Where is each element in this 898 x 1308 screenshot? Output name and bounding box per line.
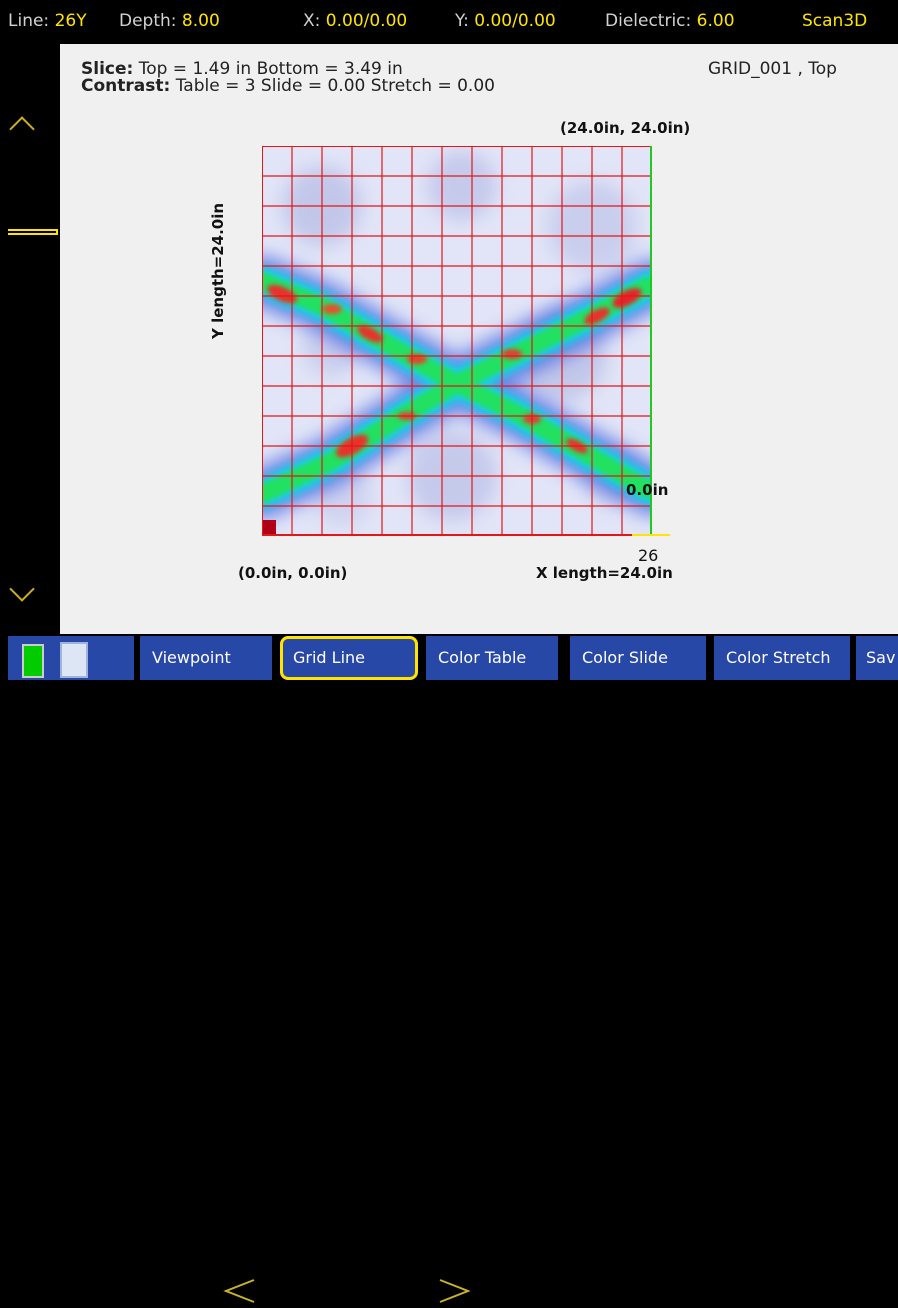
dielectric-readout: Dielectric: 6.00: [605, 11, 735, 31]
arrow-right-icon[interactable]: [438, 1274, 472, 1308]
battery-icon: [22, 644, 44, 678]
arrow-left-icon[interactable]: [222, 1274, 256, 1308]
depth-readout: Depth: 8.00: [119, 11, 220, 31]
toolbar-status-area: [8, 636, 134, 680]
x-label: X:: [303, 11, 321, 31]
memory-card-icon: [60, 642, 88, 678]
color-slide-button[interactable]: Color Slide: [570, 636, 706, 680]
right-axis-marker: 26: [638, 546, 659, 565]
depth-label: Depth:: [119, 11, 177, 31]
depth-level-marker[interactable]: [8, 229, 58, 235]
grid-line-label: Grid Line: [293, 648, 366, 667]
color-stretch-label: Color Stretch: [726, 648, 831, 667]
slice-label: Slice:: [81, 59, 134, 79]
scan-view: Slice: Top = 1.49 in Bottom = 3.49 in Co…: [60, 44, 898, 634]
save-button[interactable]: Sav: [856, 636, 898, 680]
contrast-info: Contrast: Table = 3 Slide = 0.00 Stretch…: [81, 78, 495, 95]
top-right-coordinate: (24.0in, 24.0in): [560, 119, 691, 137]
mode-label: Scan3D: [802, 11, 868, 31]
color-table-button[interactable]: Color Table: [426, 636, 558, 680]
slice-info: Slice: Top = 1.49 in Bottom = 3.49 in: [81, 61, 403, 78]
depth-scroller: [0, 44, 60, 634]
right-axis-zero-label: 0.0in: [626, 481, 669, 499]
x-length-label: X length=24.0in: [536, 564, 673, 582]
bottom-toolbar: Viewpoint Grid Line Color Table Color Sl…: [0, 634, 898, 1303]
contrast-label: Contrast:: [81, 76, 171, 96]
color-table-label: Color Table: [438, 648, 527, 667]
grid-line-button[interactable]: Grid Line: [280, 636, 418, 680]
line-readout: Line: 26Y: [8, 11, 87, 31]
scan-plot[interactable]: [237, 146, 677, 536]
color-stretch-button[interactable]: Color Stretch: [714, 636, 850, 680]
color-slide-label: Color Slide: [582, 648, 668, 667]
viewpoint-label: Viewpoint: [152, 648, 231, 667]
contrast-text: Table = 3 Slide = 0.00 Stretch = 0.00: [175, 76, 495, 96]
line-value: 26Y: [54, 11, 87, 31]
bottom-left-coordinate: (0.0in, 0.0in): [238, 564, 348, 582]
save-label: Sav: [866, 648, 896, 667]
grid-lines: [262, 146, 652, 536]
chevron-up-icon[interactable]: [9, 116, 35, 142]
y-length-label: Y length=24.0in: [209, 202, 227, 339]
line-label: Line:: [8, 11, 50, 31]
slice-text: Top = 1.49 in Bottom = 3.49 in: [138, 59, 403, 79]
dielectric-label: Dielectric:: [605, 11, 692, 31]
y-label: Y:: [455, 11, 469, 31]
grid-name: GRID_001 , Top: [708, 59, 837, 79]
viewpoint-button[interactable]: Viewpoint: [140, 636, 272, 680]
y-value: 0.00/0.00: [474, 11, 556, 31]
x-readout: X: 0.00/0.00: [303, 11, 407, 31]
dielectric-value: 6.00: [696, 11, 735, 31]
y-readout: Y: 0.00/0.00: [455, 11, 556, 31]
x-value: 0.00/0.00: [325, 11, 408, 31]
status-bar: Line: 26Y Depth: 8.00 X: 0.00/0.00 Y: 0.…: [0, 0, 898, 44]
right-axis-tick: [632, 534, 670, 536]
chevron-down-icon[interactable]: [9, 576, 35, 602]
depth-value: 8.00: [181, 11, 220, 31]
